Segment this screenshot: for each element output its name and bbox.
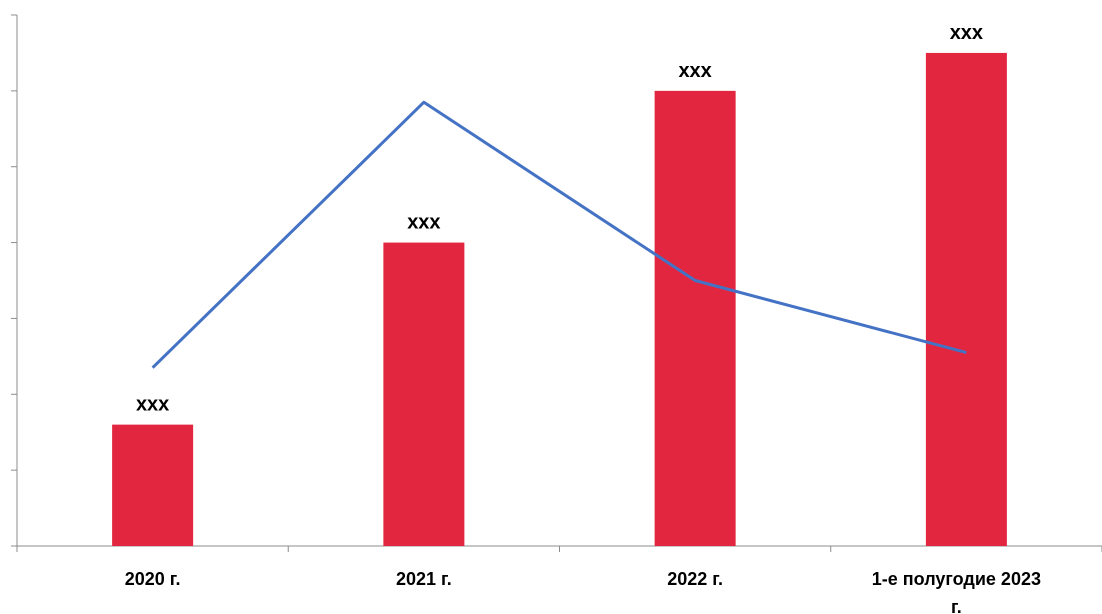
bar-data-label: xxx [136,394,169,416]
line-series-path [151,100,967,369]
bar-data-label: xxx [407,212,440,234]
line-series [151,100,967,369]
x-tick-label: 1-е полугодие 2023 [872,569,1041,589]
x-tick-label: 2020 г. [125,569,181,589]
x-tick-label: 2021 г. [396,569,452,589]
bar [383,242,465,547]
bars [112,52,1007,547]
bar [112,424,194,546]
bar-data-label: xxx [678,60,711,82]
x-tick-label: г. [951,597,962,614]
bar-data-label: xxx [950,22,983,44]
bar [654,90,736,546]
category-labels: 2020 г. 2021 г. 2022 г. 1-е полугодие 2023 г… [125,569,1041,614]
bar [925,52,1007,547]
axes [11,14,1102,552]
data-labels: xxx xxx xxx xxx [136,22,983,416]
x-tick-label: 2022 г. [667,569,723,589]
